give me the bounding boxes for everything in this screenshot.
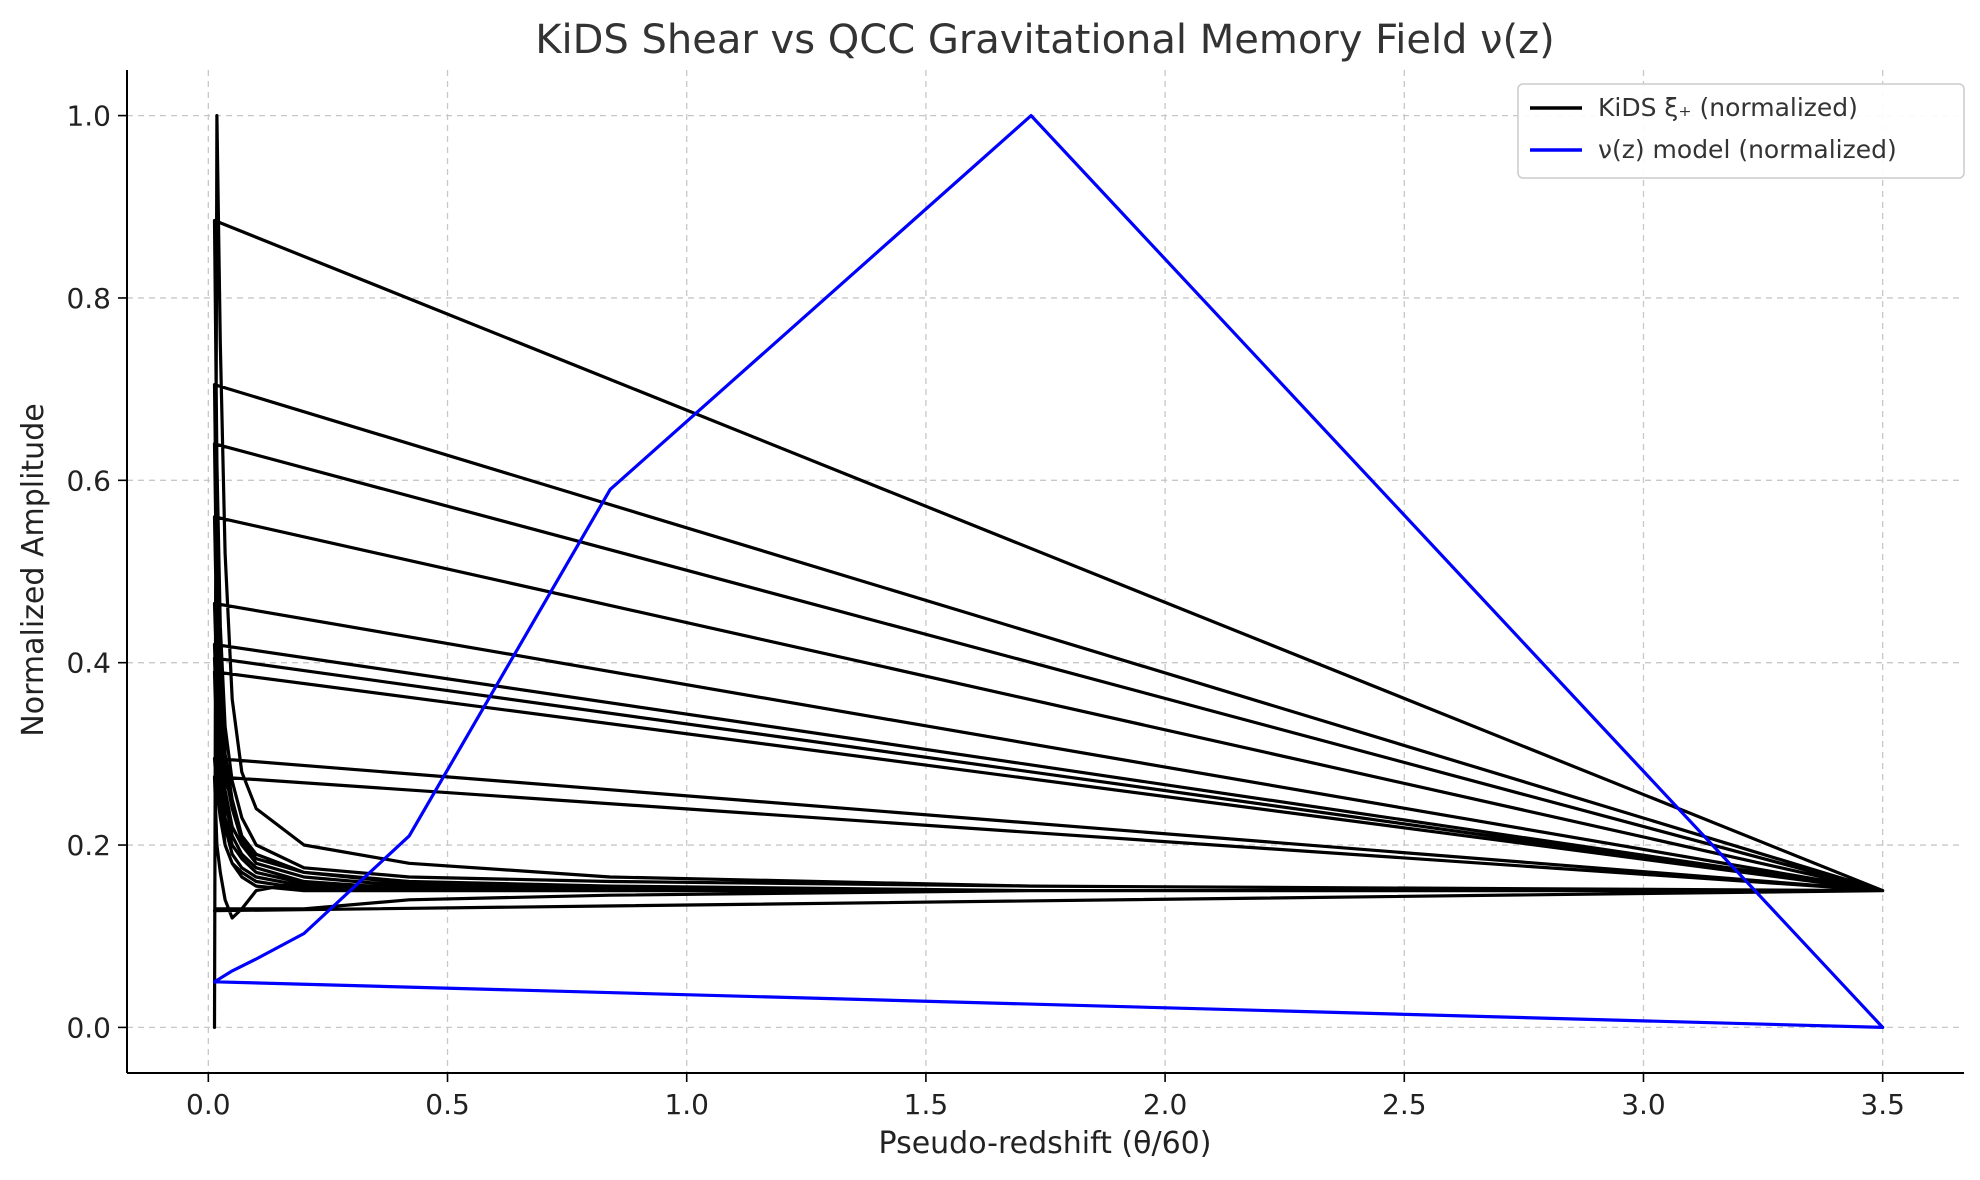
x-tick-label: 0.5 [425,1088,470,1121]
x-tick-label: 3.0 [1621,1088,1666,1121]
y-tick-label: 0.2 [66,829,111,862]
legend-frame [1517,83,1965,179]
grid [127,70,1964,1073]
y-axis-label: Normalized Amplitude [16,403,51,736]
x-tick-label: 0.0 [186,1088,231,1121]
legend: KiDS ξ₊ (normalized) ν(z) model (normali… [1517,83,1965,179]
y-tick-label: 0.6 [66,464,111,497]
series-layer [212,113,1885,1030]
x-tick-label: 1.5 [904,1088,949,1121]
x-tick-label: 2.5 [1382,1088,1427,1121]
y-tick-label: 0.8 [66,282,111,315]
ticks: 0.0 0.5 1.0 1.5 2.0 2.5 3.0 3.5 0.0 0.2 0.4 0.6 0.8 1… [66,100,1904,1121]
series-kids-xi-plus [212,113,1885,1030]
x-tick-label: 3.5 [1860,1088,1905,1121]
axes [126,70,1964,1074]
legend-label-kids: KiDS ξ₊ (normalized) [1598,93,1858,122]
y-tick-label: 1.0 [66,100,111,133]
y-tick-label: 0.0 [66,1011,111,1044]
x-tick-label: 1.0 [664,1088,709,1121]
legend-label-nu-model: ν(z) model (normalized) [1598,135,1897,164]
x-axis-label: Pseudo-redshift (θ/60) [879,1126,1212,1161]
chart-title: KiDS Shear vs QCC Gravitational Memory F… [535,17,1554,63]
x-tick-label: 2.0 [1143,1088,1188,1121]
series-nu-model [212,113,1885,1030]
y-tick-label: 0.4 [66,647,111,680]
